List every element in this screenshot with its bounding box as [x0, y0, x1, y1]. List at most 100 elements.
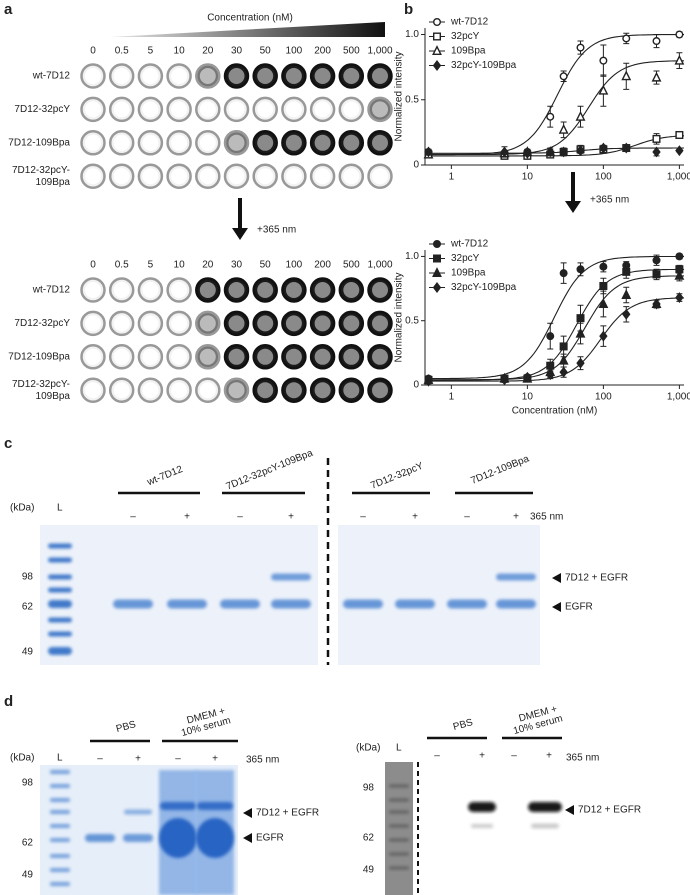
band: [389, 838, 409, 842]
marker: [575, 110, 586, 121]
well-inner: [113, 68, 130, 84]
band: [389, 866, 409, 870]
marker: [599, 282, 608, 291]
marker-label: 49: [22, 647, 34, 658]
band: [85, 834, 115, 842]
well-inner: [142, 315, 159, 332]
band: [50, 770, 70, 774]
band: [50, 798, 70, 802]
marker: [433, 32, 442, 41]
arrowhead: [565, 805, 574, 815]
well-inner: [228, 348, 245, 365]
well-inner: [343, 315, 360, 332]
band: [50, 854, 70, 858]
marker: [558, 354, 569, 365]
well-inner: [85, 382, 101, 399]
arrowhead: [243, 808, 252, 818]
well-inner: [199, 168, 216, 185]
ladder-label: L: [396, 743, 402, 754]
marker-label: 98: [22, 778, 34, 789]
well-inner: [372, 68, 388, 84]
concentration-label: 500: [343, 260, 360, 271]
well-inner: [142, 282, 159, 298]
well-inner: [285, 168, 302, 185]
fit-curve: [425, 147, 684, 154]
well-inner: [228, 382, 245, 399]
well-inner: [113, 101, 130, 118]
well-inner: [372, 101, 388, 118]
well-inner: [113, 134, 130, 151]
marker: [523, 147, 532, 159]
treatment-label: 365 nm: [246, 755, 279, 766]
ladder-label: L: [57, 753, 63, 764]
well-inner: [372, 348, 388, 365]
well-inner: [199, 101, 216, 118]
well-inner: [85, 134, 101, 151]
arrowhead: [565, 201, 581, 213]
marker: [599, 56, 608, 65]
well-inner: [85, 68, 101, 84]
x-axis-label: Concentration (nM): [512, 406, 598, 417]
band: [124, 809, 152, 815]
marker: [546, 332, 555, 341]
well-inner: [113, 382, 130, 399]
gradient-label: Concentration (nM): [207, 13, 293, 24]
marker: [546, 369, 555, 381]
row-label: 7D12-109Bpa: [8, 137, 70, 148]
well-inner: [113, 348, 130, 365]
group-label: 7D12-32pcY: [369, 460, 425, 491]
well-inner: [171, 101, 188, 118]
band: [389, 824, 409, 828]
band: [48, 647, 72, 655]
band: [496, 573, 536, 581]
row-label: 7D12-32pcY-: [12, 379, 70, 390]
well-inner: [85, 348, 101, 365]
group-label: 7D12-109Bpa: [469, 453, 531, 486]
marker: [675, 292, 684, 304]
concentration-label: 50: [260, 46, 272, 57]
well-inner: [314, 134, 331, 151]
gradient-wedge: [110, 22, 385, 37]
marker-label: 49: [363, 865, 375, 876]
band: [389, 852, 409, 856]
marker: [433, 239, 442, 248]
band: [468, 802, 496, 812]
treatment-label: 365 nm: [530, 512, 563, 523]
marker: [652, 298, 661, 310]
marker: [546, 112, 555, 121]
marker: [432, 60, 442, 71]
marker: [559, 342, 568, 351]
row-label: wt-7D12: [32, 285, 71, 296]
well-inner: [257, 315, 274, 332]
band-label: 7D12 + EGFR: [578, 805, 641, 816]
sign-label: +: [212, 754, 218, 765]
row-label: wt-7D12: [32, 71, 71, 82]
row-label: 7D12-109Bpa: [8, 351, 70, 362]
sign-label: +: [479, 751, 485, 762]
band: [196, 818, 234, 858]
marker: [432, 45, 442, 55]
marker: [652, 256, 661, 265]
well-inner: [85, 101, 101, 118]
well-inner: [85, 315, 101, 332]
y-tick-label: 0.5: [405, 315, 419, 326]
legend-label: 109Bpa: [451, 46, 486, 57]
band: [528, 802, 562, 812]
marker: [523, 371, 532, 383]
fit-curve: [425, 255, 685, 380]
legend-label: 32pcY: [451, 253, 480, 264]
marker: [622, 308, 631, 320]
band: [50, 838, 70, 842]
well-inner: [113, 282, 130, 298]
concentration-label: 0.5: [115, 260, 129, 271]
well-inner: [142, 382, 159, 399]
marker: [675, 130, 684, 139]
well-inner: [343, 382, 360, 399]
x-tick-label: 1: [449, 392, 455, 403]
legend-label: wt-7D12: [450, 17, 489, 28]
sign-label: +: [412, 512, 418, 523]
well-inner: [314, 101, 331, 118]
marker: [546, 146, 555, 158]
band-label: 7D12 + EGFR: [565, 573, 628, 584]
